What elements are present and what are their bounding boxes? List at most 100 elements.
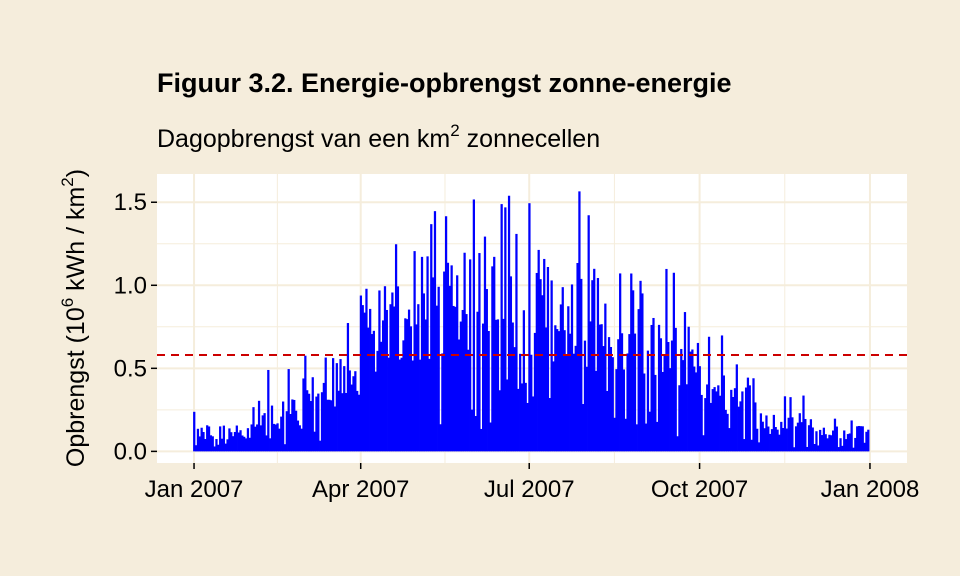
bar	[369, 308, 372, 452]
bar	[607, 337, 611, 452]
bar	[404, 318, 407, 452]
x-tick-label: Jan 2007	[145, 476, 244, 503]
bar	[483, 236, 487, 452]
bar	[548, 398, 551, 452]
bar	[644, 423, 648, 452]
bar	[582, 404, 585, 452]
bar	[283, 444, 287, 452]
bar	[743, 439, 746, 452]
bar	[193, 411, 196, 452]
bar	[198, 436, 201, 452]
bar	[567, 306, 570, 452]
bar	[365, 288, 368, 452]
bar	[282, 401, 285, 452]
bar	[593, 268, 596, 452]
bar	[378, 290, 381, 452]
bar	[832, 430, 835, 452]
bar	[837, 447, 840, 452]
bar	[352, 376, 355, 452]
bar	[865, 431, 868, 452]
bar	[752, 378, 755, 452]
bar	[302, 378, 305, 452]
bar	[637, 309, 640, 452]
bar	[715, 391, 718, 452]
bar	[196, 428, 200, 452]
bar	[537, 249, 540, 452]
bar	[624, 418, 627, 452]
bar	[422, 293, 425, 452]
bar	[280, 416, 283, 452]
bar	[596, 278, 600, 452]
bar	[289, 413, 292, 452]
bar	[350, 384, 353, 452]
bar	[774, 427, 777, 452]
bar	[487, 331, 490, 452]
bar	[417, 304, 420, 452]
bar	[591, 280, 594, 452]
bar	[276, 423, 279, 452]
bar	[694, 372, 698, 452]
bar	[583, 340, 587, 452]
bar	[491, 266, 494, 452]
bar	[635, 424, 638, 452]
y-tick-label: 0.5	[114, 355, 147, 382]
bar	[430, 224, 433, 452]
bar	[317, 393, 320, 452]
bar	[556, 329, 559, 452]
bar	[450, 265, 453, 452]
bar	[515, 233, 518, 452]
bar	[339, 359, 342, 452]
bar	[857, 425, 861, 452]
bar	[294, 410, 298, 452]
bar	[844, 439, 848, 452]
bar	[315, 396, 318, 452]
bar	[509, 276, 513, 452]
bar	[232, 436, 235, 452]
bar	[561, 287, 564, 452]
bar	[696, 342, 700, 452]
bar	[841, 445, 844, 452]
bar	[843, 430, 846, 452]
bar	[543, 258, 546, 452]
bar	[270, 405, 274, 452]
bar	[570, 284, 574, 452]
x-axis: Jan 2007 Apr 2007 Jul 2007 Oct 2007 Jan 2008	[145, 463, 919, 503]
bar	[569, 333, 572, 452]
bar	[241, 435, 244, 452]
x-tick-label: Apr 2007	[312, 476, 409, 503]
bar	[387, 357, 390, 452]
bar	[648, 411, 651, 452]
bar	[291, 399, 294, 452]
bar	[594, 370, 598, 452]
bar	[680, 348, 683, 452]
bar	[244, 438, 248, 452]
bar	[667, 342, 670, 452]
bar	[380, 341, 383, 452]
bar	[730, 389, 733, 452]
bar	[544, 327, 548, 452]
bar	[389, 304, 392, 452]
bar	[374, 371, 377, 452]
bar	[406, 319, 409, 452]
bar	[533, 332, 537, 452]
bar	[789, 397, 792, 452]
bar	[819, 429, 822, 452]
bar	[511, 322, 514, 452]
y-tick-label: 1.5	[114, 189, 147, 216]
bar	[602, 346, 605, 452]
bar	[391, 292, 394, 452]
bar	[859, 426, 863, 452]
bar	[665, 268, 668, 452]
bar	[346, 323, 350, 452]
bar	[613, 417, 616, 452]
bar	[735, 364, 738, 452]
bar	[519, 353, 522, 452]
bar	[396, 286, 400, 452]
bar	[761, 421, 764, 452]
bar	[633, 333, 637, 452]
bar	[333, 406, 337, 452]
bar	[278, 428, 281, 452]
bar	[250, 424, 253, 452]
chart-title: Figuur 3.2. Energie-opbrengst zonne-ener…	[157, 68, 732, 98]
bar	[448, 285, 451, 452]
